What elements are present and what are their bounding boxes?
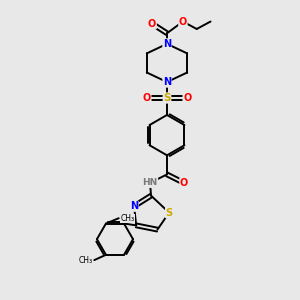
Text: HN: HN	[142, 178, 158, 188]
Text: O: O	[148, 19, 156, 29]
Text: O: O	[143, 93, 151, 103]
Text: O: O	[180, 178, 188, 188]
Text: S: S	[163, 93, 171, 103]
Text: S: S	[166, 208, 173, 218]
Text: CH₃: CH₃	[120, 214, 134, 223]
Text: N: N	[163, 77, 171, 87]
Text: N: N	[163, 39, 171, 49]
Text: N: N	[130, 201, 138, 211]
Text: O: O	[183, 93, 191, 103]
Text: O: O	[179, 16, 187, 27]
Text: CH₃: CH₃	[78, 256, 93, 265]
